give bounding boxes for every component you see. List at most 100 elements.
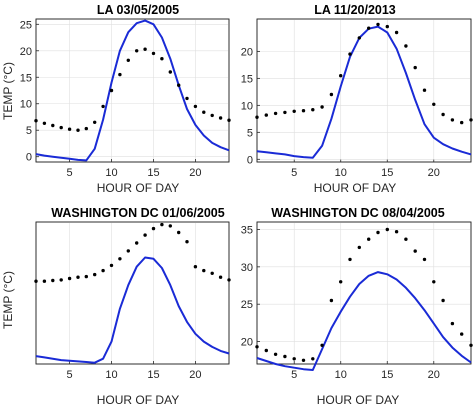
observed-temperature-point	[109, 88, 114, 93]
observed-temperature-point	[413, 249, 417, 253]
observed-temperature-point	[357, 245, 361, 250]
x-tick-label: 20	[189, 167, 201, 179]
y-tick-label: 10	[20, 99, 32, 111]
observed-temperature-point	[394, 230, 399, 234]
model-temperature-line	[35, 256, 230, 364]
x-tick-label: 15	[147, 167, 159, 179]
observed-temperature-point	[67, 127, 72, 131]
model-temperature-line	[35, 19, 230, 162]
observed-temperature-point	[404, 237, 408, 241]
y-tick-label: 5	[247, 127, 253, 139]
x-tick-label: 20	[428, 369, 440, 381]
observed-temperature-point	[422, 257, 427, 262]
observed-temperature-point	[160, 222, 164, 227]
observed-temperature-point	[177, 230, 181, 235]
observed-temperature-point	[301, 109, 306, 113]
observed-temperature-point	[126, 249, 130, 253]
observed-temperature-point	[283, 110, 287, 115]
observed-temperature-point	[329, 92, 334, 97]
observed-temperature-point	[348, 257, 352, 262]
observed-temperature-point	[218, 116, 223, 120]
x-axis-label: HOUR OF DAY	[317, 393, 399, 407]
observed-temperature-point	[218, 275, 223, 279]
observed-temperature-point	[283, 354, 287, 359]
observed-temperature-point	[320, 105, 324, 109]
chart-panel-dc-summer: 5 10 15 20 20 25 30 35 WASHINGTON DC 08/04/2005…	[241, 206, 473, 407]
plot-border	[35, 221, 230, 365]
observed-temperature-point	[348, 52, 352, 56]
model-temperature-line	[256, 271, 472, 371]
observed-temperature-point	[185, 240, 189, 244]
observed-temperature-point	[367, 26, 371, 30]
observed-temperature-point	[59, 125, 63, 130]
observed-temperature-point	[51, 278, 55, 283]
observed-temperature-point	[320, 343, 324, 347]
observed-temperature-point	[469, 118, 473, 122]
x-axis-label: HOUR OF DAY	[97, 393, 179, 407]
x-tick-label: 5	[67, 167, 73, 179]
observed-temperature-point	[227, 278, 231, 282]
observed-temperature-point	[441, 298, 445, 303]
x-tick-label: 5	[291, 167, 297, 179]
panel-title: WASHINGTON DC 08/04/2005	[271, 206, 444, 220]
observed-temperature-point	[76, 128, 80, 132]
y-tick-label: 25	[20, 19, 32, 31]
observed-temperature-point	[135, 49, 139, 53]
observed-temperature-point	[311, 357, 315, 361]
x-tick-label: 5	[291, 369, 297, 381]
observed-temperature-point	[357, 36, 361, 40]
x-axis-label: HOUR OF DAY	[314, 181, 396, 195]
y-axis-label: TEMP (°C)	[1, 271, 15, 329]
observed-temperature-point	[34, 279, 38, 283]
observed-temperature-point	[339, 280, 343, 284]
y-tick-label: 30	[241, 262, 253, 274]
observed-temperature-point	[404, 44, 408, 48]
observed-temperature-point	[385, 227, 389, 232]
observed-temperature-point	[143, 233, 147, 237]
observed-temperature-point	[210, 113, 214, 118]
plot-area	[35, 221, 230, 365]
observed-temperature-point	[168, 224, 172, 228]
observed-temperature-point	[177, 83, 181, 87]
x-tick-label: 20	[428, 167, 440, 179]
panel-title: WASHINGTON DC 01/06/2005	[51, 206, 224, 220]
observed-temperature-point	[339, 74, 343, 78]
plot-border	[256, 221, 472, 365]
observed-temperature-point	[432, 102, 436, 107]
observed-temperature-point	[311, 108, 315, 112]
y-tick-label: 35	[241, 224, 253, 236]
observed-temperature-point	[143, 47, 147, 51]
observed-temperature-point	[193, 104, 198, 109]
observed-temperature-point	[84, 274, 89, 279]
y-tick-label: 20	[241, 46, 253, 58]
y-tick-label: 20	[20, 46, 32, 58]
observed-temperature-point	[101, 104, 105, 109]
observed-temperature-point	[193, 265, 198, 269]
observed-temperature-point	[34, 119, 38, 123]
plot-area	[256, 221, 472, 365]
observed-temperature-point	[422, 88, 427, 92]
observed-temperature-point	[93, 120, 97, 125]
observed-temperature-point	[84, 126, 89, 131]
x-tick-label: 20	[189, 369, 201, 381]
observed-temperature-point	[185, 96, 189, 101]
panel-title: LA 11/20/2013	[314, 3, 396, 17]
observed-temperature-point	[101, 268, 105, 273]
chart-panel-la-2005: 5 10 15 20 0 5 10 15 20 25 LA 03/05/2005 HOUR OF …	[1, 3, 231, 195]
observed-temperature-point	[151, 226, 156, 231]
observed-temperature-point	[292, 109, 296, 114]
observed-temperature-point	[432, 280, 436, 284]
observed-temperature-point	[441, 112, 445, 117]
x-tick-label: 10	[105, 369, 117, 381]
chart-panel-la-2013: 5 10 15 20 0 5 10 15 20 LA 11/20/2013 HOUR OF DA…	[241, 3, 473, 195]
observed-temperature-point	[126, 58, 130, 62]
observed-temperature-point	[255, 345, 259, 349]
y-tick-label: 0	[247, 154, 253, 166]
observed-temperature-point	[301, 358, 306, 362]
observed-temperature-point	[460, 332, 464, 336]
observed-temperature-point	[460, 120, 464, 125]
observed-temperature-point	[394, 30, 399, 35]
observed-temperature-point	[413, 65, 417, 70]
observed-temperature-point	[264, 348, 268, 353]
